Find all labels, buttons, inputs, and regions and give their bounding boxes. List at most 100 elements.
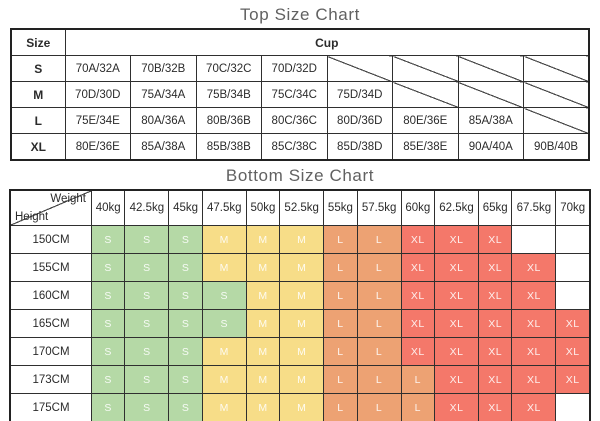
height-row-label: 150CM: [9, 225, 92, 254]
recommended-size-cell: L: [323, 337, 358, 366]
recommended-size-cell: L: [400, 365, 435, 394]
top-size-row: M 70D/30D 75A/34A 75B/34B 75C/34C 75D/34D: [10, 81, 590, 108]
size-row-label: L: [10, 107, 66, 134]
height-row: 165CM S S S S M M L L XL XL XL XL XL: [9, 309, 591, 338]
recommended-size-cell: XL: [555, 365, 591, 394]
recommended-size-cell: M: [245, 281, 281, 310]
recommended-size-cell: XL: [478, 281, 513, 310]
cup-size-cell: 85E/38E: [392, 133, 459, 161]
recommended-size-cell: M: [279, 253, 325, 282]
weight-column-header: 60kg: [400, 189, 435, 226]
recommended-size-cell: XL: [478, 309, 513, 338]
not-available-diagonal-cell: [523, 107, 590, 134]
recommended-size-cell: XL: [478, 253, 513, 282]
recommended-size-cell: L: [356, 281, 402, 310]
height-row: 175CM S S S M M M L L L XL XL XL: [9, 393, 591, 421]
weight-column-header: 57.5kg: [356, 189, 402, 226]
weight-column-header: 40kg: [90, 189, 126, 226]
recommended-size-cell: S: [168, 225, 203, 254]
cup-size-cell: 75C/34C: [261, 81, 328, 108]
height-row: 173CM S S S M M M L L L XL XL XL XL: [9, 365, 591, 394]
recommended-size-cell: S: [124, 225, 170, 254]
height-row-label: 160CM: [9, 281, 92, 310]
recommended-size-cell: M: [201, 365, 247, 394]
height-row-label: 165CM: [9, 309, 92, 338]
recommended-size-cell: S: [124, 337, 170, 366]
recommended-size-cell: M: [201, 253, 247, 282]
recommended-size-cell: M: [279, 337, 325, 366]
cup-size-cell: 75B/34B: [195, 81, 262, 108]
recommended-size-cell: XL: [433, 225, 480, 254]
corner-height-label: Height: [15, 211, 49, 223]
recommended-size-cell: M: [279, 281, 325, 310]
recommended-size-cell: L: [356, 337, 402, 366]
recommended-size-cell: S: [201, 281, 247, 310]
corner-weight-label: Weight: [50, 193, 86, 205]
recommended-size-cell: XL: [511, 253, 557, 282]
weight-column-header: 42.5kg: [124, 189, 170, 226]
cup-size-cell: 80A/36A: [130, 107, 197, 134]
weight-column-header: 52.5kg: [279, 189, 325, 226]
recommended-size-cell: S: [168, 309, 203, 338]
recommended-size-cell: L: [323, 253, 358, 282]
not-available-diagonal-cell: [457, 81, 524, 108]
recommended-size-cell: M: [279, 309, 325, 338]
cup-size-cell: 85A/38A: [130, 133, 197, 161]
not-available-diagonal-cell: [392, 81, 459, 108]
cup-size-cell: 80E/36E: [64, 133, 131, 161]
weight-height-corner-cell: Weight Height: [9, 189, 92, 226]
recommended-size-cell: M: [245, 365, 281, 394]
recommended-size-cell: XL: [433, 309, 480, 338]
weight-column-header: 47.5kg: [201, 189, 247, 226]
recommended-size-cell: M: [245, 309, 281, 338]
empty-size-cell: [555, 253, 591, 282]
recommended-size-cell: L: [400, 393, 435, 421]
not-available-diagonal-cell: [457, 55, 524, 82]
recommended-size-cell: XL: [433, 337, 480, 366]
bottom-chart-title: Bottom Size Chart: [225, 166, 375, 185]
recommended-size-cell: XL: [511, 365, 557, 394]
recommended-size-cell: M: [279, 225, 325, 254]
recommended-size-cell: XL: [511, 309, 557, 338]
recommended-size-cell: S: [124, 281, 170, 310]
cup-size-cell: 70D/32D: [261, 55, 328, 82]
not-available-diagonal-cell: [392, 55, 459, 82]
recommended-size-cell: L: [323, 393, 358, 421]
recommended-size-cell: S: [201, 309, 247, 338]
weight-column-header: 65kg: [478, 189, 513, 226]
recommended-size-cell: S: [124, 365, 170, 394]
recommended-size-cell: XL: [555, 309, 591, 338]
recommended-size-cell: XL: [478, 337, 513, 366]
recommended-size-cell: L: [323, 309, 358, 338]
not-available-diagonal-cell: [523, 55, 590, 82]
recommended-size-cell: S: [90, 337, 126, 366]
recommended-size-cell: L: [323, 225, 358, 254]
weight-column-header: 70kg: [555, 189, 591, 226]
cup-size-cell: 85A/38A: [457, 107, 524, 134]
cup-size-cell: 75D/34D: [326, 81, 393, 108]
recommended-size-cell: XL: [433, 253, 480, 282]
recommended-size-cell: XL: [511, 281, 557, 310]
cup-size-cell: 85D/38D: [326, 133, 393, 161]
recommended-size-cell: L: [323, 365, 358, 394]
recommended-size-cell: XL: [478, 393, 513, 421]
cup-size-cell: 75A/34A: [130, 81, 197, 108]
cup-size-cell: 70C/32C: [195, 55, 262, 82]
cup-size-cell: 80B/36B: [195, 107, 262, 134]
top-header-row: Size Cup: [10, 28, 590, 56]
recommended-size-cell: M: [279, 365, 325, 394]
recommended-size-cell: S: [90, 393, 126, 421]
empty-size-cell: [511, 225, 557, 254]
not-available-diagonal-cell: [326, 55, 393, 82]
recommended-size-cell: XL: [400, 253, 435, 282]
weight-column-header: 67.5kg: [511, 189, 557, 226]
top-size-row: L 75E/34E 80A/36A 80B/36B 80C/36C 80D/36D 80E/…: [10, 107, 590, 134]
recommended-size-cell: M: [245, 393, 281, 421]
recommended-size-cell: S: [90, 365, 126, 394]
recommended-size-cell: L: [356, 309, 402, 338]
recommended-size-cell: XL: [433, 281, 480, 310]
recommended-size-cell: XL: [400, 281, 435, 310]
recommended-size-cell: S: [124, 309, 170, 338]
cup-size-cell: 80D/36D: [326, 107, 393, 134]
height-row-label: 170CM: [9, 337, 92, 366]
